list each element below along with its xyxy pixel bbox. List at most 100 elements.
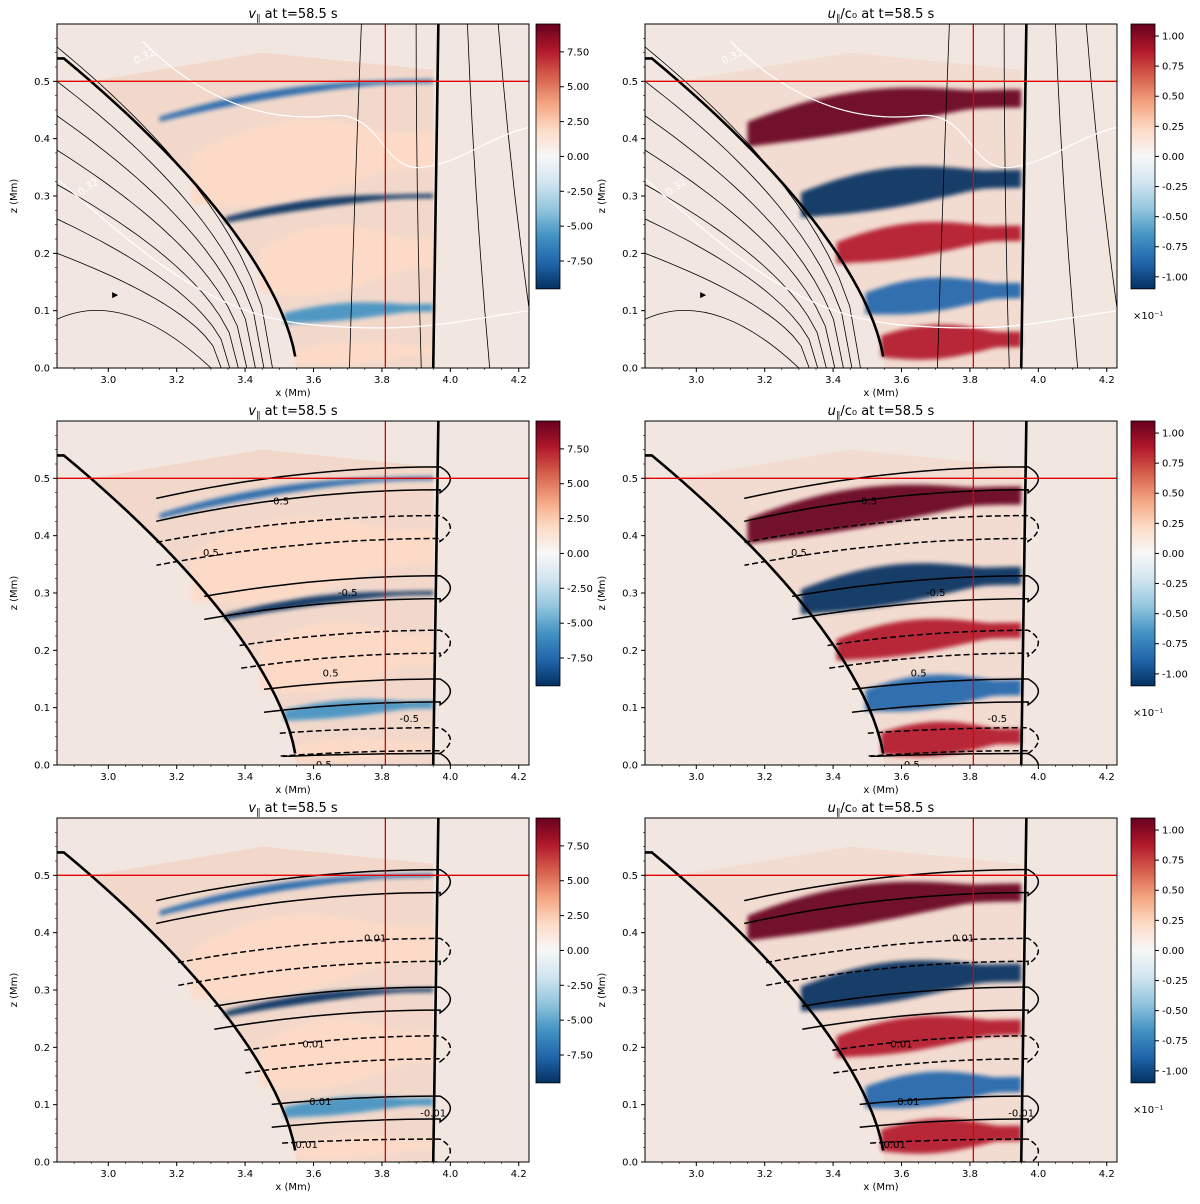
white-contour-lower [57,178,529,329]
plot-area: 0.010.010.01-0.010.01 [57,818,529,1162]
wave-band-4 [259,225,434,296]
field-loop [57,309,212,368]
title-rest: /c₀ at t=58.5 s [840,404,934,419]
wave-band-0 [747,484,1022,544]
x-tick-label: 3.2 [757,375,773,386]
contour-line-0 [156,466,452,523]
contour-label: 0.5 [911,668,927,679]
panel-title: v∥ at t=58.5 s [248,404,338,421]
wave-band-3 [865,1071,1022,1109]
field-line-2 [57,184,239,368]
title-subscript: ∥ [256,808,261,818]
y-tick-label: 0.1 [34,306,50,317]
y-tick-label: 0.1 [622,703,638,714]
y-tick-label: 0.3 [34,192,50,203]
y-tick-label: 0.2 [34,1043,50,1054]
y-tick-label: 0.5 [34,77,50,88]
y-axis-label: z (Mm) [597,973,608,1008]
wave-band-2 [284,1096,434,1118]
colorbar-tick-label: -2.50 [567,981,593,992]
contour-line-1 [156,514,452,566]
y-tick-label: 0.3 [34,589,50,600]
field-line-1 [57,218,231,368]
x-tick-label: 3.4 [237,772,253,783]
wave-band-2 [284,699,434,721]
contour-label: 0.01 [952,933,974,944]
wave-band-5 [295,341,434,365]
panel-r1c1: 0.320.32 3.0 3.2 3.4 3.6 3.8 4.0 4.2 0.0 0.1 0.2 0.… [9,7,593,399]
x-tick-label: 4.0 [442,772,458,783]
contour-label: 0.5 [323,668,339,679]
colorbar-tick-label: -0.50 [1162,1006,1188,1017]
contour-label: 0.5 [904,760,920,771]
x-tick-label: 3.2 [169,772,185,783]
colorbar [535,817,561,1084]
contour-line-1 [765,937,1040,987]
field-line-2 [645,184,827,368]
x-tick-label: 3.8 [374,1169,390,1180]
wave-band-4 [881,324,1022,360]
x-tick-label: 3.2 [757,1169,773,1180]
wave-band-3 [191,119,434,206]
wave-band-1 [801,166,1022,218]
colorbar-tick-label: -7.50 [567,256,593,267]
colorbar-tick-label: -7.50 [567,653,593,664]
y-axis-label: z (Mm) [597,576,608,611]
left-boundary-line [57,454,297,754]
contour-label: 0.01 [364,933,386,944]
y-tick-label: 0.3 [34,986,50,997]
contour-line-2 [792,575,1040,621]
colorbar-tick-label: 0.25 [1162,122,1184,133]
title-symbol: u [828,7,836,22]
wave-band-3 [865,277,1022,315]
contour-label: -0.5 [338,588,358,599]
contour-label: -0.5 [926,588,946,599]
contour-line-3 [827,629,1040,670]
title-subscript: ∥ [836,14,841,24]
field-loop [645,309,800,368]
colorbar [1130,817,1156,1084]
contour-line-2 [802,986,1040,1031]
colorbar-tick-label: -2.50 [567,584,593,595]
y-axis-label: z (Mm) [9,179,20,214]
wave-band-2 [284,302,434,324]
y-tick-label: 0.2 [34,646,50,657]
x-tick-label: 3.8 [962,772,978,783]
x-tick-label: 4.2 [1099,772,1115,783]
y-tick-label: 0.0 [622,761,638,772]
wave-band-3 [191,913,434,1000]
y-tick-label: 0.4 [622,531,638,542]
colorbar-tick-label: 1.00 [1162,32,1184,43]
panel-r2c2: -0.5 0.5 -0.5 0.5 -0.5 0.5 3.0 3.2 3.4 3.6 3.8 4.0 4… [597,404,1188,796]
field-line-right-2 [467,24,491,368]
contour-line-2 [204,575,452,621]
wave-band-5 [295,738,434,762]
wave-band-1 [225,987,434,1017]
contour-line-2 [214,986,452,1031]
field-arrow-icon [112,292,119,299]
left-boundary-line [645,454,885,754]
colorbar-tick-label: -5.00 [567,619,593,630]
wave-band-4 [881,1118,1022,1154]
x-axis-label: x (Mm) [275,388,310,399]
y-tick-label: 0.4 [34,134,50,145]
panel-title: v∥ at t=58.5 s [248,801,338,818]
x-axis-label: x (Mm) [275,1182,310,1193]
y-tick-label: 0.0 [622,364,638,375]
colorbar-tick-label: 0.50 [1162,489,1184,500]
field-line-5 [57,80,265,368]
x-tick-label: 4.0 [442,1169,458,1180]
x-tick-label: 4.2 [511,375,527,386]
contour-label: 0.5 [316,760,332,771]
colorbar-tick-label: -1.00 [1162,1066,1188,1077]
panel-title: v∥ at t=58.5 s [248,7,338,24]
title-subscript: ∥ [256,411,261,421]
field-line-4 [57,115,256,368]
colorbar-tick-label: -0.50 [1162,212,1188,223]
contour-label: -0.5 [400,714,420,725]
contour-line-1 [177,937,452,987]
colorbar-tick-label: -1.00 [1162,272,1188,283]
colorbar-tick-label: 5.00 [567,876,589,887]
colorbar-tick-label: -0.25 [1162,182,1188,193]
